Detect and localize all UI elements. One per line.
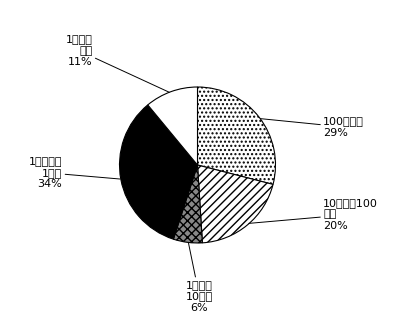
Wedge shape <box>198 165 273 243</box>
Wedge shape <box>120 105 198 239</box>
Text: 1千万円
以下
11%: 1千万円 以下 11% <box>66 34 169 92</box>
Text: 100億円～
29%: 100億円～ 29% <box>260 116 364 138</box>
Text: 1千万円～
1億円
34%: 1千万円～ 1億円 34% <box>29 156 120 189</box>
Wedge shape <box>173 165 202 243</box>
Text: 1億円～
10億円
6%: 1億円～ 10億円 6% <box>186 243 213 313</box>
Text: 10億円～100
億円
20%: 10億円～100 億円 20% <box>249 198 378 231</box>
Wedge shape <box>198 87 275 184</box>
Wedge shape <box>148 87 198 165</box>
